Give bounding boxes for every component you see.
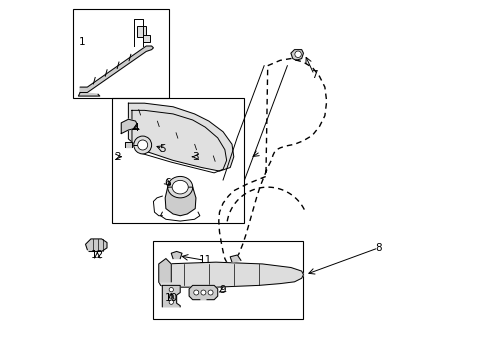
Text: 10: 10 [164,293,178,303]
Circle shape [169,294,173,298]
Polygon shape [159,262,303,287]
Circle shape [294,51,301,58]
Polygon shape [85,239,107,251]
Polygon shape [80,46,153,93]
Text: 5: 5 [159,144,165,154]
Circle shape [193,290,198,295]
Text: 8: 8 [374,243,381,253]
Circle shape [138,140,147,150]
Bar [137,26,146,37]
Polygon shape [189,285,217,300]
Text: 2: 2 [114,152,121,162]
Text: 12: 12 [90,250,104,260]
Text: 6: 6 [164,178,171,188]
Text: 1: 1 [79,37,85,48]
Polygon shape [121,119,137,134]
Polygon shape [128,103,233,171]
Polygon shape [171,251,182,258]
Polygon shape [162,285,180,307]
Circle shape [169,288,173,292]
Ellipse shape [167,176,192,198]
Bar [112,98,244,223]
Circle shape [201,290,205,295]
Text: 9: 9 [219,285,226,295]
Polygon shape [165,187,196,216]
Polygon shape [159,258,171,282]
Bar [153,241,303,319]
Text: 11: 11 [198,255,211,265]
Circle shape [134,136,151,154]
Circle shape [169,300,173,304]
Text: 3: 3 [191,152,198,162]
Bar [142,35,149,42]
Ellipse shape [172,180,188,194]
Bar [73,9,169,98]
Polygon shape [78,93,100,96]
Text: 7: 7 [310,69,317,80]
Circle shape [207,290,213,295]
Text: 4: 4 [132,123,139,133]
Polygon shape [290,50,303,60]
Polygon shape [124,143,132,147]
Polygon shape [230,255,241,262]
